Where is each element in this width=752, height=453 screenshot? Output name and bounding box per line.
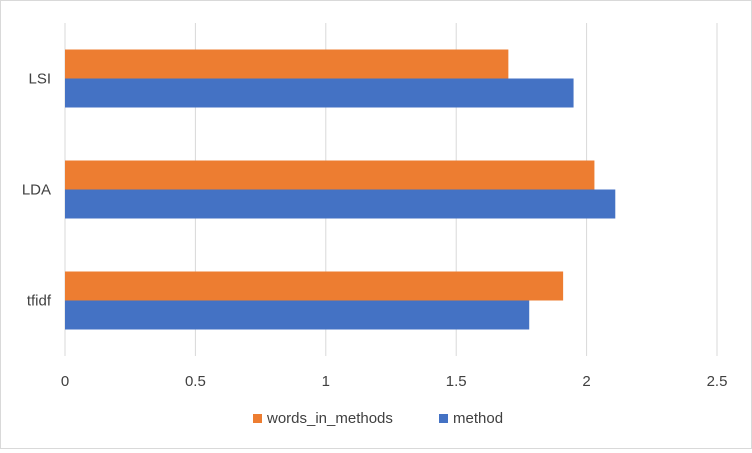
bar-method-LSI (65, 78, 574, 108)
category-labels: LSI LDA tfidf (22, 71, 52, 310)
x-tick-label: 2.5 (707, 373, 728, 390)
x-tick-labels: 0 0.5 1 1.5 2 2.5 (61, 373, 728, 390)
bar-method-tfidf (65, 300, 530, 330)
bars (65, 49, 616, 330)
x-tick-label: 0 (61, 373, 69, 390)
x-tick-label: 1.5 (446, 373, 467, 390)
category-label: LSI (28, 71, 51, 88)
bar-words_in_methods-LSI (65, 49, 509, 79)
legend-swatch-words_in_methods (253, 414, 262, 423)
x-tick-label: 0.5 (185, 373, 206, 390)
legend-swatch-method (439, 414, 448, 423)
legend-label: words_in_methods (266, 410, 393, 427)
category-label: tfidf (27, 293, 52, 310)
bar-words_in_methods-tfidf (65, 271, 564, 301)
bar-words_in_methods-LDA (65, 160, 595, 190)
x-tick-label: 1 (322, 373, 330, 390)
bar-method-LDA (65, 189, 616, 219)
legend-label: method (453, 410, 503, 427)
category-label: LDA (22, 182, 51, 199)
legend: words_in_methods method (253, 410, 503, 427)
x-tick-label: 2 (582, 373, 590, 390)
